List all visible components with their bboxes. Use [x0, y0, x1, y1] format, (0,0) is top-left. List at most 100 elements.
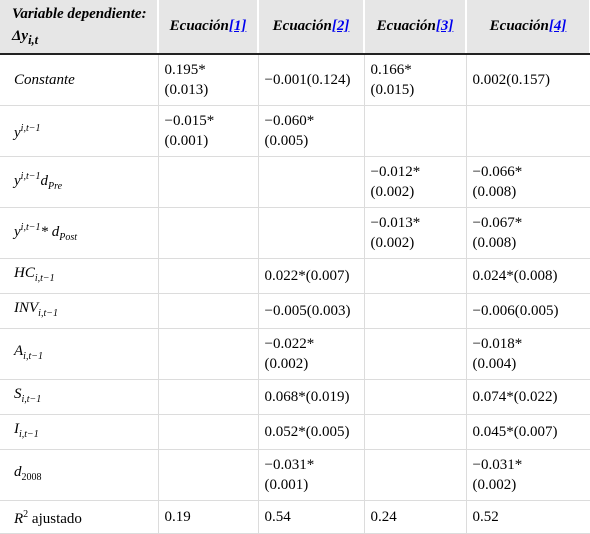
coef-value: −0.018* (0.004): [472, 335, 523, 372]
coef-cell: −0.031* (0.002): [465, 448, 590, 501]
coef-cell: [465, 104, 590, 157]
dependent-symbol: Δy: [12, 27, 29, 44]
variable-label: Constante: [0, 53, 159, 106]
var-main: y: [14, 124, 21, 141]
coef-value: −0.031* (0.002): [472, 456, 523, 493]
table-row-lag-y: yi,t−1 −0.015* (0.001) −0.060* (0.005): [0, 104, 590, 157]
coef-cell: [257, 155, 365, 208]
var-extra-sub: Pre: [47, 180, 63, 192]
equation-header-2: Ecuación[2]: [258, 0, 365, 55]
table-row-hc: HCi,t−1 0.022*(0.007) 0.024*(0.008): [0, 257, 590, 294]
coef-cell: [363, 448, 467, 501]
dependent-label: Variable dependiente:: [12, 5, 147, 22]
coef-value: 0.52: [472, 508, 499, 525]
coef-cell: −0.001(0.124): [257, 53, 365, 106]
var-sub: i,t−1: [34, 272, 55, 284]
coef-value: −0.001(0.124): [264, 71, 351, 88]
table-row-constante: Constante 0.195* (0.013) −0.001(0.124) 0…: [0, 53, 590, 106]
coef-value: 0.022*(0.007): [264, 267, 350, 284]
coef-cell: [363, 413, 467, 450]
dependent-variable-header: Variable dependiente: Δyi,t: [0, 0, 159, 55]
coef-value: 0.002(0.157): [472, 71, 551, 88]
equation-header-1: Ecuación[1]: [158, 0, 259, 55]
coef-cell: 0.52: [465, 499, 590, 534]
var-main: y: [14, 223, 21, 240]
var-sup: i,t−1: [20, 122, 41, 134]
coef-cell: −0.066* (0.008): [465, 155, 590, 208]
table-row-r2: R2 ajustado 0.19 0.54 0.24 0.52: [0, 499, 590, 534]
table-row-a: Ai,t−1 −0.022* (0.002) −0.018* (0.004): [0, 327, 590, 380]
equation-link-2[interactable]: [2]: [331, 18, 350, 34]
coef-cell: [363, 104, 467, 157]
coef-cell: [157, 327, 259, 380]
coef-value: 0.19: [164, 508, 191, 525]
var-sub: i,t−1: [38, 307, 58, 319]
variable-label: Ii,t−1: [0, 413, 159, 450]
coef-value: −0.060* (0.005): [264, 112, 315, 149]
coef-value: −0.006(0.005): [472, 302, 559, 319]
var-main: I: [14, 420, 19, 437]
variable-label: d2008: [0, 448, 159, 501]
variable-label: yi,t−1* dPost: [0, 206, 159, 259]
coef-cell: [157, 257, 259, 294]
coef-value: −0.005(0.003): [264, 302, 351, 319]
var-sup: 2: [23, 508, 29, 520]
coef-value: 0.166* (0.015): [370, 61, 415, 98]
table-row-lag-y-post: yi,t−1* dPost −0.013* (0.002) −0.067* (0…: [0, 206, 590, 259]
coef-value: 0.54: [264, 508, 291, 525]
coef-value: −0.067* (0.008): [472, 214, 523, 251]
coef-cell: [157, 448, 259, 501]
coef-cell: 0.19: [157, 499, 259, 534]
coef-cell: −0.006(0.005): [465, 292, 590, 329]
coef-cell: [157, 292, 259, 329]
equation-header-4: Ecuación[4]: [466, 0, 590, 55]
var-sub: i,t−1: [19, 428, 39, 440]
coef-value: 0.195* (0.013): [164, 61, 209, 98]
var-main: S: [14, 385, 22, 402]
header-row: Variable dependiente: Δyi,t Ecuación[1] …: [0, 0, 590, 55]
var-main: R: [14, 510, 24, 527]
coef-cell: 0.045*(0.007): [465, 413, 590, 450]
coef-cell: −0.013* (0.002): [363, 206, 467, 259]
variable-label: yi,t−1: [0, 104, 159, 157]
equation-word: Ecuación: [376, 18, 436, 34]
coef-cell: −0.022* (0.002): [257, 327, 365, 380]
coef-cell: −0.060* (0.005): [257, 104, 365, 157]
coef-value: −0.012* (0.002): [370, 163, 421, 200]
coef-value: 0.052*(0.005): [264, 423, 350, 440]
var-extra: * d: [40, 223, 60, 240]
variable-label: yi,t−1dPre: [0, 155, 159, 208]
dependent-subscript: i,t: [28, 32, 39, 47]
coef-value: −0.066* (0.008): [472, 163, 523, 200]
table-row-s: Si,t−1 0.068*(0.019) 0.074*(0.022): [0, 378, 590, 415]
var-main: Constante: [14, 71, 75, 88]
equation-link-4[interactable]: [4]: [548, 18, 567, 34]
table-row-inv: INVi,t−1 −0.005(0.003) −0.006(0.005): [0, 292, 590, 329]
var-sup: i,t−1: [20, 221, 41, 233]
coef-cell: [257, 206, 365, 259]
coef-cell: 0.024*(0.008): [465, 257, 590, 294]
equation-header-3: Ecuación[3]: [364, 0, 467, 55]
equation-link-3[interactable]: [3]: [435, 18, 454, 34]
table-row-d2008: d2008 −0.031* (0.001) −0.031* (0.002): [0, 448, 590, 501]
coef-cell: 0.002(0.157): [465, 53, 590, 106]
coef-value: −0.022* (0.002): [264, 335, 315, 372]
coef-cell: [363, 378, 467, 415]
coef-cell: 0.195* (0.013): [157, 53, 259, 106]
var-main: INV: [14, 299, 39, 316]
var-main: y: [14, 172, 21, 189]
coef-cell: 0.24: [363, 499, 467, 534]
coef-value: −0.013* (0.002): [370, 214, 421, 251]
coef-value: 0.24: [370, 508, 397, 525]
coef-value: 0.045*(0.007): [472, 423, 558, 440]
var-sub: i,t−1: [21, 393, 42, 405]
equation-link-1[interactable]: [1]: [228, 18, 247, 34]
coef-value: 0.024*(0.008): [472, 267, 558, 284]
var-upright: ajustado: [28, 510, 82, 527]
coef-value: 0.068*(0.019): [264, 388, 350, 405]
var-sub: i,t−1: [23, 350, 43, 362]
coef-cell: −0.031* (0.001): [257, 448, 365, 501]
coef-cell: −0.005(0.003): [257, 292, 365, 329]
coef-cell: [363, 257, 467, 294]
